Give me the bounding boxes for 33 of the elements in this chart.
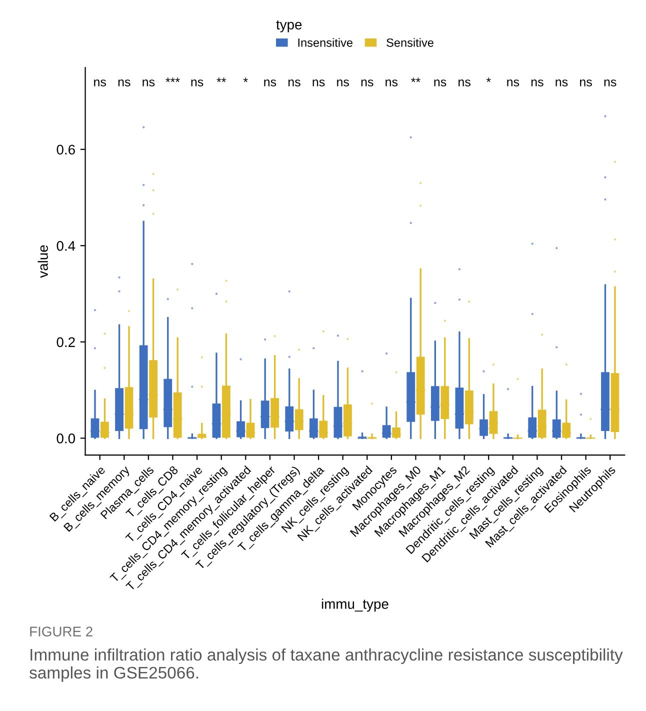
- annotation: ns: [434, 80, 446, 86]
- annotation: ns: [531, 80, 544, 86]
- annotation: ***: [166, 78, 180, 82]
- annotation: ns: [386, 80, 398, 86]
- annotation: ns: [580, 80, 592, 86]
- annotation: ns: [191, 80, 204, 86]
- text: Immune infiltration ratio analysis of taxane anthracycline resistance susceptibility samples in GSE25066.: [30, 648, 623, 682]
- annotation: *: [486, 78, 491, 82]
- annotation: *: [243, 78, 248, 82]
- legend-label: Sensitive: [386, 38, 434, 47]
- y-tick-label: 0.0: [56, 434, 76, 444]
- annotation: ns: [556, 80, 568, 86]
- x-axis-title: immu_type: [322, 598, 388, 612]
- annotation: ns: [264, 80, 276, 86]
- legend-label: Insensitive: [298, 38, 352, 47]
- y-tick-label: 0.2: [56, 337, 75, 348]
- legend-title: type: [276, 20, 302, 32]
- annotation: ns: [94, 80, 106, 86]
- annotation: ns: [288, 80, 300, 86]
- y-tick-label: 0.6: [56, 144, 75, 155]
- annotation: ns: [458, 80, 470, 86]
- caption: FIGURE 2: [30, 626, 92, 636]
- annotation: ns: [507, 80, 520, 86]
- annotation: ns: [142, 80, 155, 86]
- annotation: **: [216, 78, 226, 82]
- annotation: ns: [312, 80, 325, 86]
- annotation: ns: [118, 80, 130, 86]
- y-axis-title: value: [38, 245, 48, 278]
- annotation: ns: [604, 80, 616, 86]
- annotation: ns: [337, 80, 349, 86]
- annotation: **: [411, 78, 420, 82]
- annotation: ns: [361, 80, 374, 86]
- y-tick-label: 0.4: [56, 240, 76, 251]
